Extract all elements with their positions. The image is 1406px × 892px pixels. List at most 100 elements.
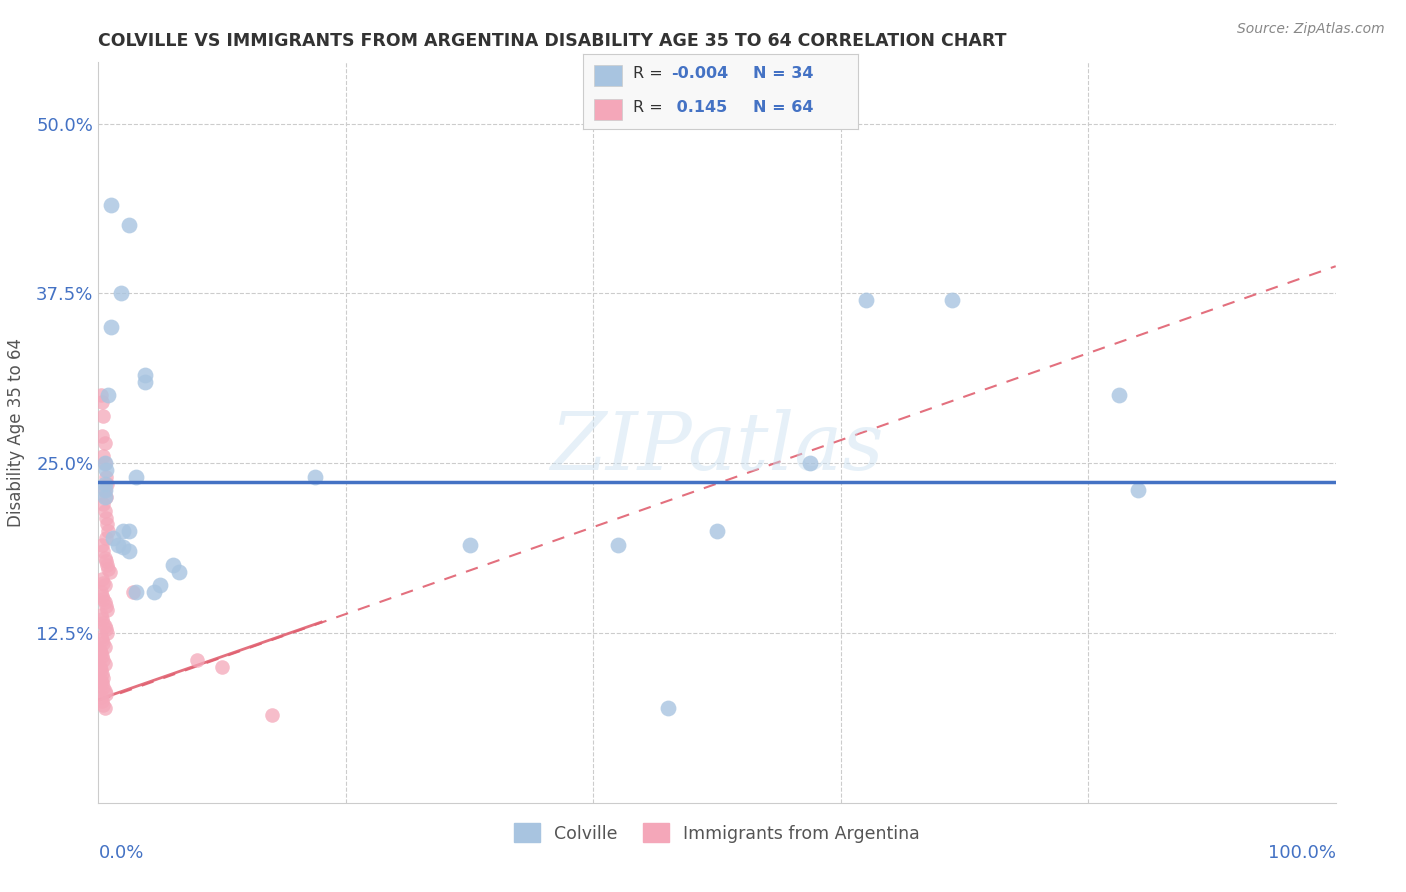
Point xyxy=(91,590,114,604)
Text: 0.145: 0.145 xyxy=(671,100,727,115)
Point xyxy=(90,646,112,660)
Point xyxy=(93,684,115,698)
Point xyxy=(458,538,481,552)
Point xyxy=(941,293,963,308)
Point xyxy=(93,698,115,712)
Point xyxy=(855,293,877,308)
Point xyxy=(93,681,115,695)
Point xyxy=(91,649,114,664)
Point xyxy=(91,612,114,626)
Point xyxy=(93,578,115,592)
Point xyxy=(93,619,115,633)
Point xyxy=(94,469,117,483)
Point xyxy=(93,544,115,558)
Text: 0.0%: 0.0% xyxy=(98,844,143,862)
Point xyxy=(260,707,283,722)
Point xyxy=(96,558,118,572)
Point xyxy=(93,595,115,609)
Point xyxy=(94,599,117,613)
Point xyxy=(97,562,120,576)
Point xyxy=(93,435,115,450)
Point xyxy=(90,673,112,688)
Point xyxy=(93,476,115,491)
Point xyxy=(97,388,120,402)
Point xyxy=(93,671,115,685)
Point xyxy=(90,608,112,623)
Point xyxy=(143,585,166,599)
Point xyxy=(96,476,118,491)
Point xyxy=(134,375,156,389)
Y-axis label: Disability Age 35 to 64: Disability Age 35 to 64 xyxy=(7,338,25,527)
Point xyxy=(90,388,112,402)
Point xyxy=(96,603,118,617)
Point xyxy=(93,657,115,672)
Point xyxy=(134,368,156,382)
Point xyxy=(162,558,184,572)
Point xyxy=(94,554,117,568)
Point xyxy=(118,219,141,233)
Point xyxy=(1108,388,1130,402)
Point xyxy=(124,585,146,599)
Point xyxy=(91,666,114,681)
Point xyxy=(94,490,117,504)
Text: R =: R = xyxy=(633,66,668,81)
Point xyxy=(90,663,112,677)
Point xyxy=(100,320,122,334)
Point xyxy=(118,524,141,538)
Point xyxy=(91,572,114,586)
Point xyxy=(1126,483,1149,498)
Point xyxy=(103,531,125,545)
Point xyxy=(91,395,114,409)
Point xyxy=(97,524,120,538)
Point xyxy=(90,690,112,704)
Text: -0.004: -0.004 xyxy=(671,66,728,81)
Point xyxy=(93,409,115,423)
Point xyxy=(89,660,111,674)
Point xyxy=(186,653,208,667)
Point xyxy=(304,469,326,483)
Point xyxy=(100,198,122,212)
Point xyxy=(90,630,112,644)
Point xyxy=(211,660,233,674)
Text: Source: ZipAtlas.com: Source: ZipAtlas.com xyxy=(1237,22,1385,37)
Point xyxy=(93,653,115,667)
Point xyxy=(607,538,630,552)
Point xyxy=(93,575,115,590)
Point xyxy=(91,632,114,647)
Bar xyxy=(595,99,621,120)
Point xyxy=(149,578,172,592)
Point xyxy=(93,456,115,470)
Point xyxy=(93,551,115,566)
Point xyxy=(94,531,117,545)
Point xyxy=(93,483,115,498)
Point xyxy=(94,622,117,636)
Point xyxy=(93,700,115,714)
Point xyxy=(94,463,117,477)
Point xyxy=(93,592,115,607)
Point xyxy=(706,524,728,538)
Text: COLVILLE VS IMMIGRANTS FROM ARGENTINA DISABILITY AGE 35 TO 64 CORRELATION CHART: COLVILLE VS IMMIGRANTS FROM ARGENTINA DI… xyxy=(98,32,1007,50)
Point xyxy=(91,538,114,552)
Point xyxy=(93,504,115,518)
Point xyxy=(93,483,115,498)
Point xyxy=(110,286,132,301)
Point xyxy=(93,497,115,511)
Point xyxy=(124,469,146,483)
Point xyxy=(90,585,112,599)
Point xyxy=(112,524,135,538)
Point xyxy=(94,687,117,701)
Point xyxy=(98,565,121,579)
Point xyxy=(91,676,114,690)
Point xyxy=(657,700,679,714)
Text: N = 64: N = 64 xyxy=(754,100,814,115)
Point xyxy=(93,635,115,649)
Point xyxy=(107,538,129,552)
Legend: Colville, Immigrants from Argentina: Colville, Immigrants from Argentina xyxy=(508,816,927,850)
Point xyxy=(799,456,821,470)
Point xyxy=(96,517,118,532)
Point xyxy=(118,544,141,558)
Text: R =: R = xyxy=(633,100,668,115)
Point xyxy=(167,565,190,579)
Point xyxy=(93,616,115,631)
Point xyxy=(122,585,145,599)
